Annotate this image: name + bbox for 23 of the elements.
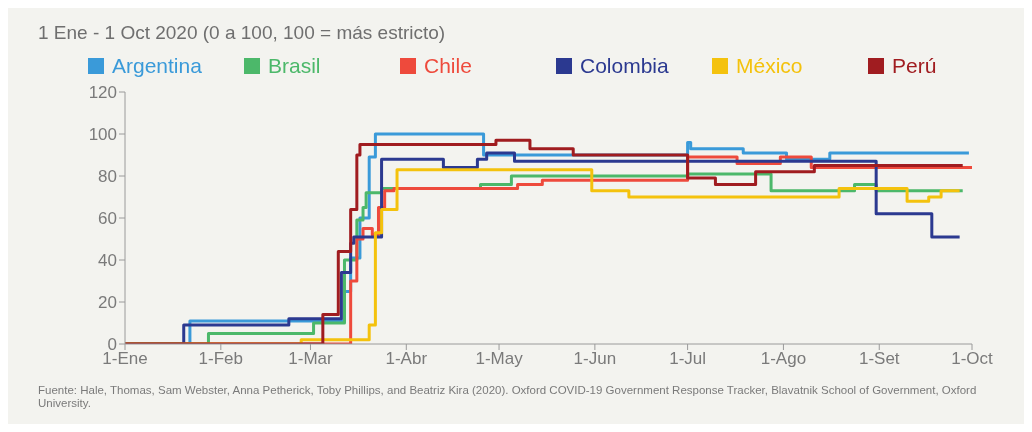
legend-label: México	[736, 54, 803, 78]
legend-label: Chile	[424, 54, 472, 78]
y-tick-label: 100	[88, 125, 117, 145]
x-tick-label: 1-Abr	[385, 349, 428, 369]
x-tick-label: 1-Feb	[198, 349, 244, 369]
y-tick-label: 40	[98, 251, 117, 271]
y-tick-label: 120	[88, 83, 117, 103]
y-tick-label: 60	[98, 209, 117, 229]
source-note: Fuente: Hale, Thomas, Sam Webster, Anna Petherick, Toby Phillips, and Beatriz Kira (2020). Oxford COVID-19 Government Response Tracker, Blavatnik School of Government, Oxford University.	[38, 384, 978, 410]
y-tick-label: 80	[98, 167, 117, 187]
chart-title: 1 Ene - 1 Oct 2020 (0 a 100, 100 = más estricto)	[37, 21, 447, 45]
x-tick-label: 1-Mar	[288, 349, 333, 369]
x-tick-label: 1-Jul	[669, 349, 707, 369]
y-tick-label: 20	[98, 293, 117, 313]
x-tick-label: 1-Set	[858, 349, 900, 369]
legend-label: Brasil	[268, 54, 321, 78]
legend-label: Argentina	[112, 54, 202, 78]
x-tick-label: 1-Oct	[951, 349, 994, 369]
x-tick-label: 1-Ago	[760, 349, 807, 369]
x-tick-label: 1-May	[475, 349, 524, 369]
legend-label: Colombia	[580, 54, 669, 78]
x-tick-label: 1-Jun	[573, 349, 617, 369]
legend-label: Perú	[892, 54, 937, 78]
